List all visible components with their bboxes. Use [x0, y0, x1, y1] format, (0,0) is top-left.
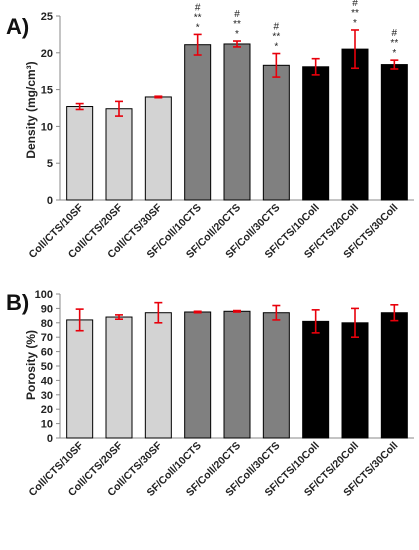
density-significance-marker: ** [351, 8, 359, 19]
density-bar [380, 64, 408, 201]
porosity-error-bar [115, 314, 123, 321]
porosity-error-bar [272, 304, 281, 321]
density-error-bar [390, 59, 399, 70]
density-significance-marker: ** [390, 38, 398, 49]
density-bar [66, 106, 94, 201]
density-bar [105, 108, 133, 201]
porosity-error-bar [154, 301, 163, 324]
density-significance-marker: # [234, 9, 240, 20]
porosity-error-bar [351, 307, 359, 339]
porosity-y-tick-label: 20 [41, 404, 53, 416]
porosity-y-tick-label: 70 [41, 332, 53, 344]
density-significance-marker: ** [194, 12, 202, 23]
density-significance-marker: ** [272, 32, 280, 43]
density-y-tick-label: 20 [41, 48, 53, 60]
density-significance-marker: # [352, 0, 358, 9]
density-bar [262, 64, 290, 201]
porosity-bar [380, 312, 408, 439]
porosity-bar [144, 312, 172, 439]
porosity-y-tick-label: 90 [41, 303, 53, 315]
porosity-y-tick-label: 40 [41, 375, 53, 387]
density-bar [302, 66, 330, 201]
porosity-y-tick-label: 100 [35, 289, 53, 301]
panel-label-b: B) [6, 290, 29, 315]
porosity-error-bar [193, 310, 202, 314]
density-error-bar [311, 57, 320, 76]
density-significance-marker: * [274, 42, 278, 53]
porosity-y-tick-label: 50 [41, 361, 53, 373]
density-y-tick-label: 25 [41, 11, 53, 23]
porosity-y-tick-label: 60 [41, 347, 53, 359]
porosity-bar [184, 311, 212, 439]
porosity-y-tick-label: 30 [41, 390, 53, 402]
density-significance-marker: * [196, 22, 200, 33]
porosity-bar [341, 322, 369, 439]
density-y-tick-label: 5 [47, 158, 53, 170]
porosity-error-bar [311, 309, 320, 334]
density-chart: A) Density (mg/cm³) 0510152025Coll/CTS/1… [6, 0, 414, 261]
density-significance-marker: * [353, 18, 357, 29]
density-bar [223, 43, 251, 201]
density-bar [341, 48, 369, 201]
density-significance-marker: # [195, 2, 201, 13]
density-y-tick-label: 0 [47, 195, 53, 207]
porosity-error-bar [75, 308, 84, 332]
porosity-bar [66, 319, 94, 439]
density-y-axis-label: Density (mg/cm³) [24, 61, 38, 158]
porosity-chart: B) Porosity (%) 0102030405060708090100Co… [6, 289, 414, 499]
density-y-tick-label: 10 [41, 121, 53, 133]
density-significance-marker: * [392, 48, 396, 59]
porosity-y-tick-label: 80 [41, 318, 53, 330]
density-error-bar [272, 52, 281, 78]
density-significance-marker: ** [233, 19, 241, 30]
porosity-bar [262, 312, 290, 439]
density-bar [144, 96, 172, 201]
density-error-bar [351, 29, 359, 70]
density-bar [184, 44, 212, 201]
density-significance-marker: # [392, 28, 398, 39]
porosity-y-axis-label: Porosity (%) [24, 330, 38, 400]
porosity-bar [105, 316, 133, 439]
porosity-error-bar [390, 303, 399, 322]
density-error-bar [154, 95, 163, 99]
panel-label-a: A) [6, 14, 29, 39]
porosity-error-bar [233, 309, 241, 313]
porosity-y-tick-label: 10 [41, 419, 53, 431]
density-significance-marker: # [274, 22, 280, 33]
density-y-tick-label: 15 [41, 85, 53, 97]
density-error-bar [193, 33, 202, 56]
porosity-bar [302, 320, 330, 439]
density-error-bar [233, 40, 241, 48]
density-error-bar [75, 102, 84, 111]
density-significance-marker: * [235, 29, 239, 40]
porosity-y-tick-label: 0 [47, 433, 53, 445]
density-error-bar [115, 100, 123, 117]
porosity-bar [223, 310, 251, 439]
